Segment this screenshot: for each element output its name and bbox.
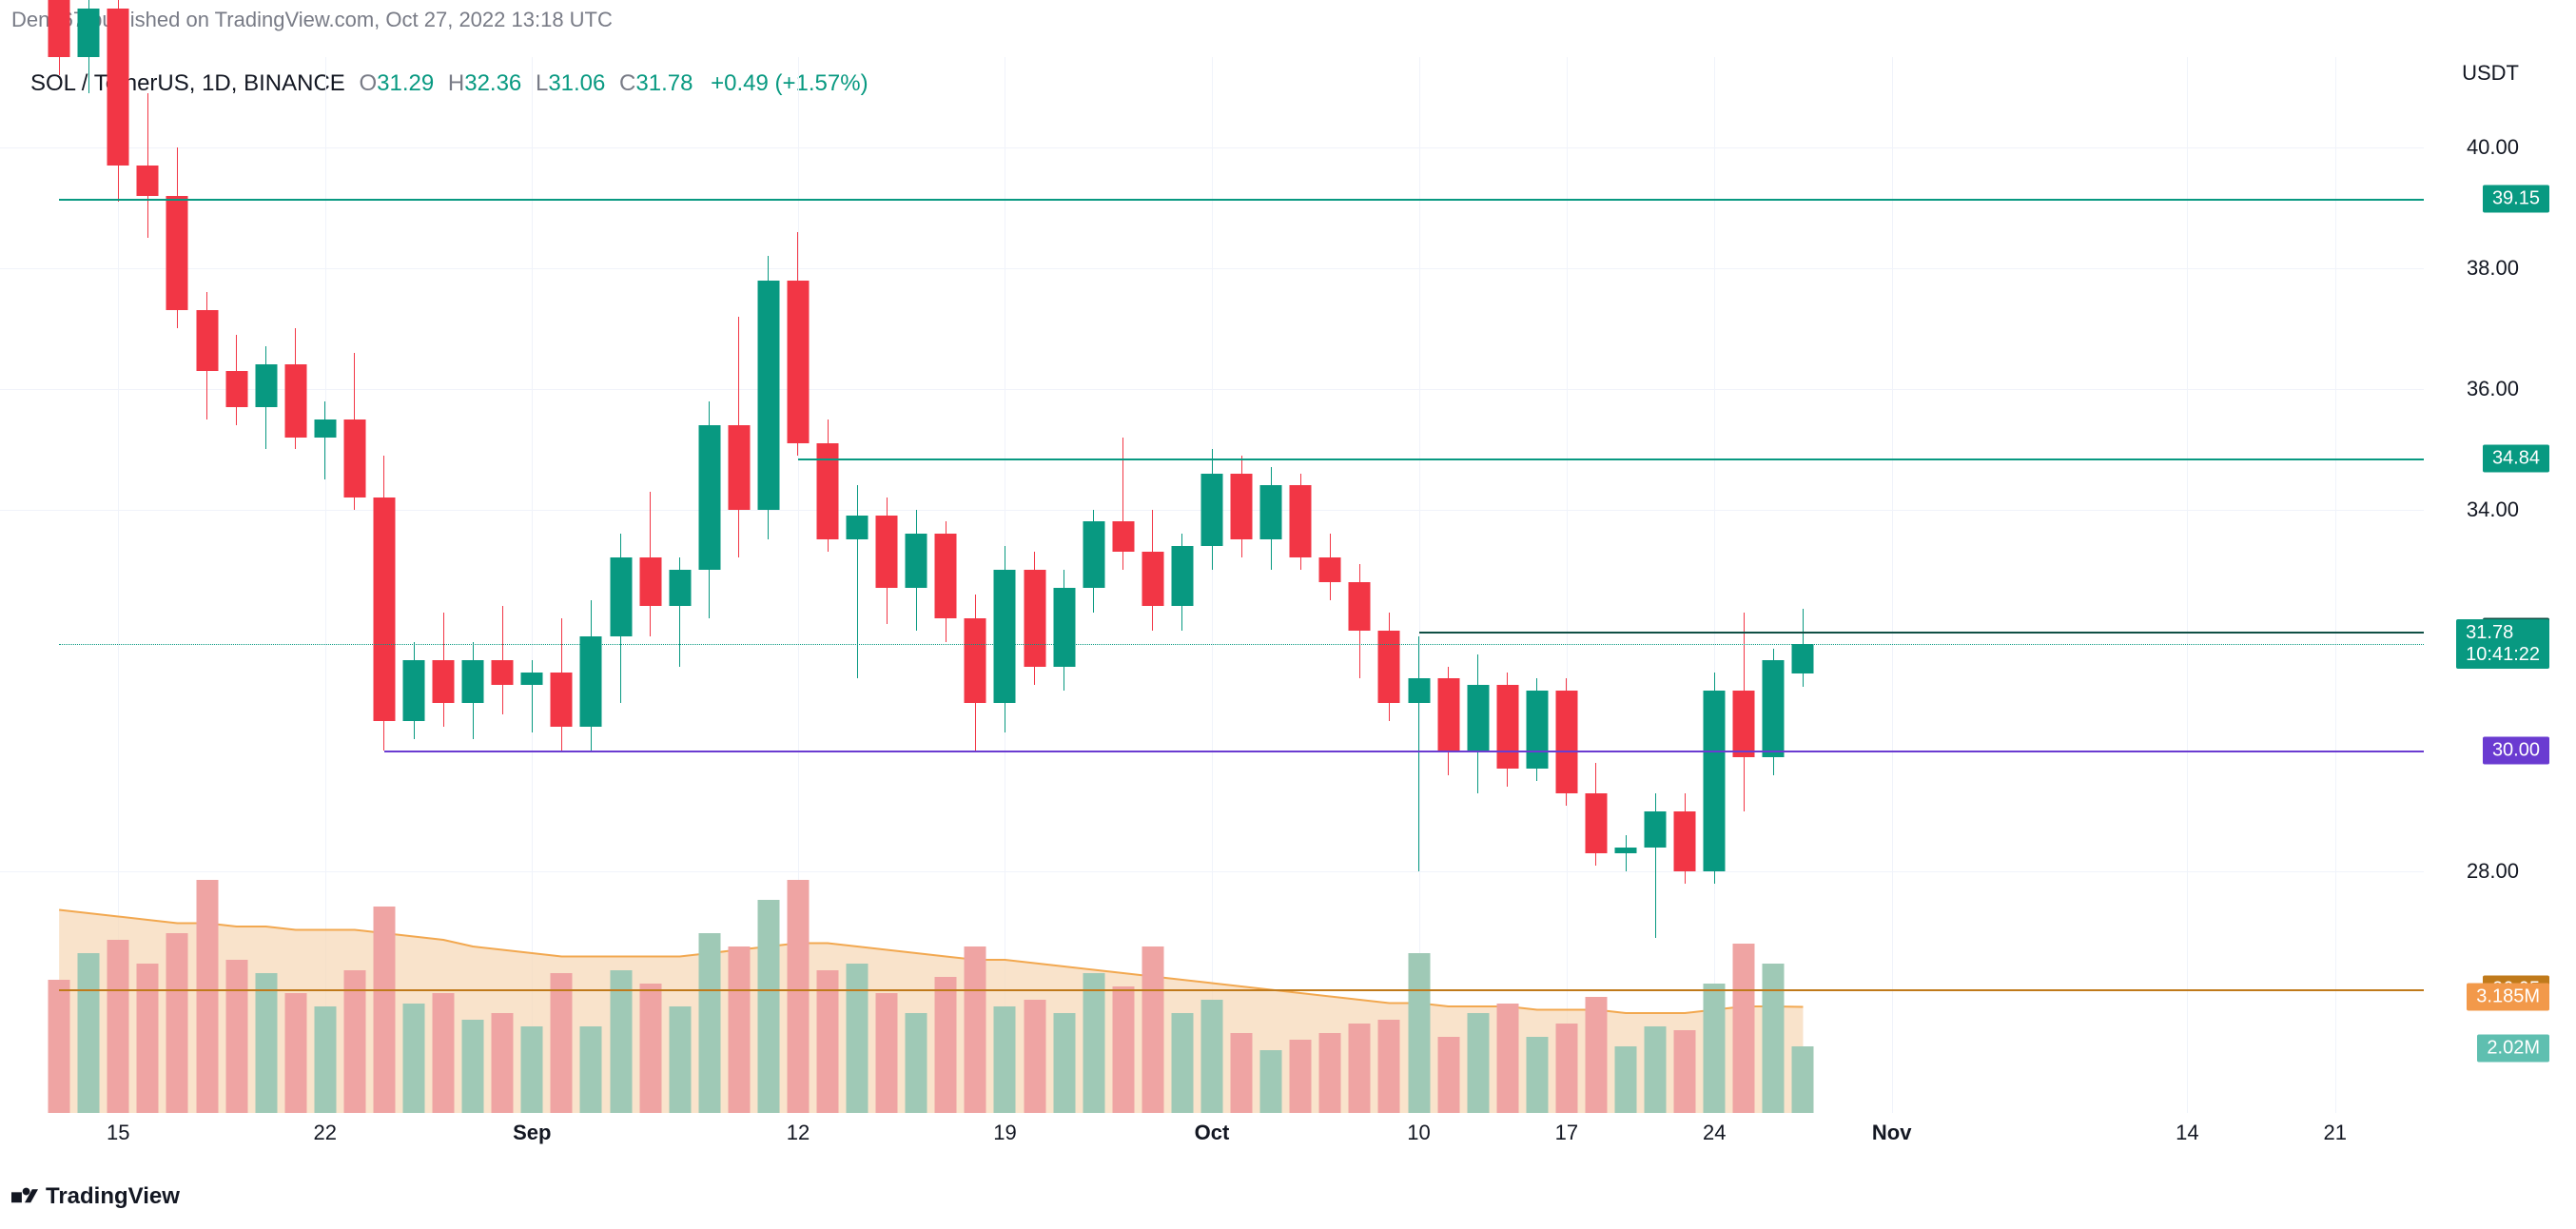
volume-bar xyxy=(1024,1000,1045,1113)
tradingview-watermark: TradingView xyxy=(11,1183,180,1210)
volume-bar xyxy=(284,993,306,1113)
volume-bar xyxy=(1201,1000,1223,1113)
volume-bar xyxy=(817,970,839,1114)
x-axis-label: 12 xyxy=(787,1121,810,1145)
volume-pane[interactable] xyxy=(0,847,2424,1113)
chart-root: Den767 published on TradingView.com, Oct… xyxy=(0,0,2576,1229)
volume-bar xyxy=(1674,1030,1696,1114)
price-tag: 30.00 xyxy=(2483,737,2549,765)
gridline-horizontal xyxy=(0,268,2424,269)
volume-bar xyxy=(1171,1013,1193,1113)
volume-bar xyxy=(1467,1013,1489,1113)
price-tag: 31.7810:41:22 xyxy=(2456,619,2549,669)
volume-bar xyxy=(343,970,365,1114)
y-axis-label: 40.00 xyxy=(2467,135,2519,160)
volume-bar xyxy=(1437,1037,1459,1114)
volume-bar xyxy=(876,993,898,1113)
volume-bar xyxy=(1645,1026,1667,1113)
gridline-horizontal xyxy=(0,147,2424,148)
volume-bar xyxy=(107,940,129,1113)
volume-bar xyxy=(728,946,750,1113)
x-axis-label: 22 xyxy=(314,1121,337,1145)
volume-bar xyxy=(1319,1033,1341,1113)
x-axis-label: 19 xyxy=(993,1121,1016,1145)
x-axis-label: 24 xyxy=(1703,1121,1726,1145)
volume-bar xyxy=(1260,1050,1282,1114)
volume-bar xyxy=(1290,1040,1312,1113)
volume-bar xyxy=(935,977,957,1114)
y-axis-title: USDT xyxy=(2462,61,2519,86)
volume-bar xyxy=(994,1006,1016,1113)
volume-bar xyxy=(314,1006,336,1113)
volume-bar xyxy=(1053,1013,1075,1113)
volume-bar xyxy=(1763,964,1785,1114)
volume-bar xyxy=(49,980,70,1113)
volume-bar xyxy=(403,1004,425,1114)
volume-bar xyxy=(1142,946,1163,1113)
x-axis-label: Sep xyxy=(513,1121,551,1145)
volume-bar xyxy=(492,1013,514,1113)
volume-bar xyxy=(669,1006,691,1113)
x-axis: 15 22 Sep 12 19 Oct 10 17 24 Nov 14 21 xyxy=(0,1113,2424,1161)
volume-bar xyxy=(1378,1020,1400,1113)
y-axis-label: 28.00 xyxy=(2467,859,2519,884)
volume-bar xyxy=(255,973,277,1113)
volume-bar xyxy=(1704,984,1726,1114)
volume-bar xyxy=(787,880,809,1113)
volume-bar xyxy=(1555,1024,1577,1114)
price-tag: 39.15 xyxy=(2483,185,2549,213)
volume-bar xyxy=(78,953,100,1113)
volume-bar xyxy=(137,964,159,1114)
volume-bar xyxy=(580,1026,602,1113)
watermark-text: TradingView xyxy=(46,1183,180,1210)
volume-bar xyxy=(225,960,247,1113)
volume-bar xyxy=(462,1020,484,1113)
volume-bar xyxy=(1526,1037,1548,1114)
x-axis-label: 21 xyxy=(2324,1121,2347,1145)
x-axis-label: 17 xyxy=(1555,1121,1578,1145)
volume-bar xyxy=(1083,973,1104,1113)
y-axis-label: 36.00 xyxy=(2467,377,2519,401)
volume-tag: 3.185M xyxy=(2467,984,2549,1011)
x-axis-label: Oct xyxy=(1195,1121,1230,1145)
volume-bar xyxy=(639,984,661,1114)
y-axis-label: 34.00 xyxy=(2467,497,2519,522)
volume-bar xyxy=(1585,997,1607,1114)
volume-bar xyxy=(1496,1004,1518,1114)
y-axis-label: 38.00 xyxy=(2467,256,2519,281)
volume-bar xyxy=(847,964,868,1114)
gridline-horizontal xyxy=(0,389,2424,390)
volume-bar xyxy=(965,946,986,1113)
volume-bar xyxy=(373,907,395,1113)
volume-bar xyxy=(166,933,188,1113)
volume-bar xyxy=(698,933,720,1113)
volume-bar xyxy=(906,1013,927,1113)
volume-bar xyxy=(1349,1024,1371,1114)
price-tag: 34.84 xyxy=(2483,445,2549,473)
x-axis-label: 10 xyxy=(1407,1121,1430,1145)
volume-bar xyxy=(521,1026,543,1113)
x-axis-label: 14 xyxy=(2176,1121,2198,1145)
x-axis-label: 15 xyxy=(107,1121,129,1145)
publish-caption: Den767 published on TradingView.com, Oct… xyxy=(11,8,613,32)
volume-bar xyxy=(1615,1046,1637,1113)
volume-bar xyxy=(1231,1033,1253,1113)
volume-bar xyxy=(433,993,455,1113)
volume-bar xyxy=(757,900,779,1113)
volume-tag: 2.02M xyxy=(2477,1035,2549,1063)
volume-bar xyxy=(610,970,632,1114)
y-axis: USDT 40.00 38.00 36.00 34.00 28.00 39.15 34.84… xyxy=(2424,57,2576,1113)
volume-bar xyxy=(551,973,573,1113)
volume-bar xyxy=(1733,944,1755,1114)
x-axis-label: Nov xyxy=(1872,1121,1912,1145)
volume-bar xyxy=(1112,986,1134,1113)
tradingview-logo-icon xyxy=(11,1183,38,1210)
volume-bar xyxy=(196,880,218,1113)
volume-bar xyxy=(1792,1046,1814,1113)
volume-bar xyxy=(1408,953,1430,1113)
